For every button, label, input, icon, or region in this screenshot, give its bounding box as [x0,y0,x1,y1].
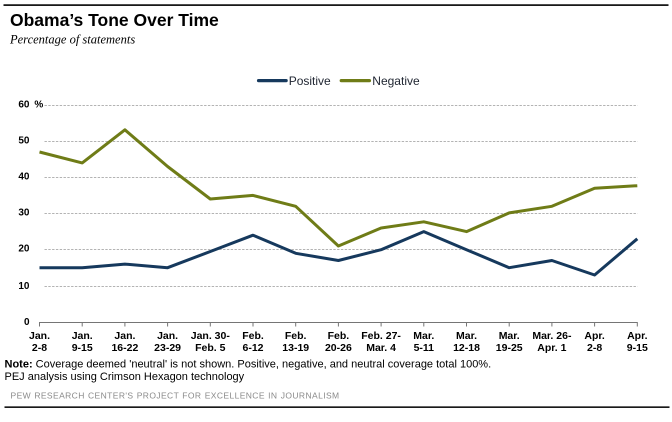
svg-text:23-29: 23-29 [154,342,181,354]
svg-text:Negative: Negative [372,74,420,88]
svg-text:2-8: 2-8 [32,342,47,354]
svg-text:2-8: 2-8 [587,342,602,354]
svg-text:19-25: 19-25 [496,342,523,354]
svg-text:Jan. 30-: Jan. 30- [191,330,231,342]
svg-text:Apr.: Apr. [627,330,648,342]
svg-text:Jan.: Jan. [157,330,178,342]
svg-text:6-12: 6-12 [242,342,263,354]
svg-text:Apr.: Apr. [584,330,605,342]
svg-text:Feb. 27-: Feb. 27- [361,330,401,342]
svg-text:40: 40 [18,172,30,183]
svg-text:16-22: 16-22 [111,342,138,354]
svg-text:Percentage of statements: Percentage of statements [9,33,135,47]
svg-text:20-26: 20-26 [325,342,352,354]
svg-text:Jan.: Jan. [72,330,93,342]
svg-text:Feb.: Feb. [328,330,350,342]
svg-text:9-15: 9-15 [72,342,93,354]
svg-text:PEJ analysis using Crimson Hex: PEJ analysis using Crimson Hexagon techn… [5,371,245,383]
svg-text:9-15: 9-15 [627,342,648,354]
svg-text:Mar. 26-: Mar. 26- [532,330,572,342]
svg-text:Mar.: Mar. [413,330,434,342]
svg-text:Jan.: Jan. [114,330,135,342]
svg-text:Feb.: Feb. [285,330,307,342]
svg-text:Mar.: Mar. [499,330,520,342]
svg-text:5-11: 5-11 [414,342,435,354]
svg-text:Feb.: Feb. [242,330,264,342]
svg-text:12-18: 12-18 [453,342,480,354]
svg-text:50: 50 [18,136,30,147]
svg-text:Mar.: Mar. [456,330,477,342]
svg-text:PEW RESEARCH CENTER'S PROJECT: PEW RESEARCH CENTER'S PROJECT FOR EXCELL… [11,391,340,401]
svg-text:13-19: 13-19 [282,342,309,354]
svg-text:%: % [34,100,43,111]
svg-text:60: 60 [18,100,30,111]
svg-text:Feb. 5: Feb. 5 [195,342,226,354]
svg-text:Positive: Positive [289,74,331,88]
svg-text:0: 0 [24,317,30,328]
svg-text:Jan.: Jan. [29,330,50,342]
svg-text:30: 30 [18,208,30,219]
svg-text:Apr. 1: Apr. 1 [537,342,566,354]
svg-text:Note: Coverage deemed 'neutral: Note: Coverage deemed 'neutral' is not s… [5,359,492,371]
svg-text:Mar. 4: Mar. 4 [366,342,396,354]
svg-text:10: 10 [18,281,30,292]
svg-text:Obama’s Tone Over Time: Obama’s Tone Over Time [10,10,219,30]
svg-text:20: 20 [18,244,30,255]
